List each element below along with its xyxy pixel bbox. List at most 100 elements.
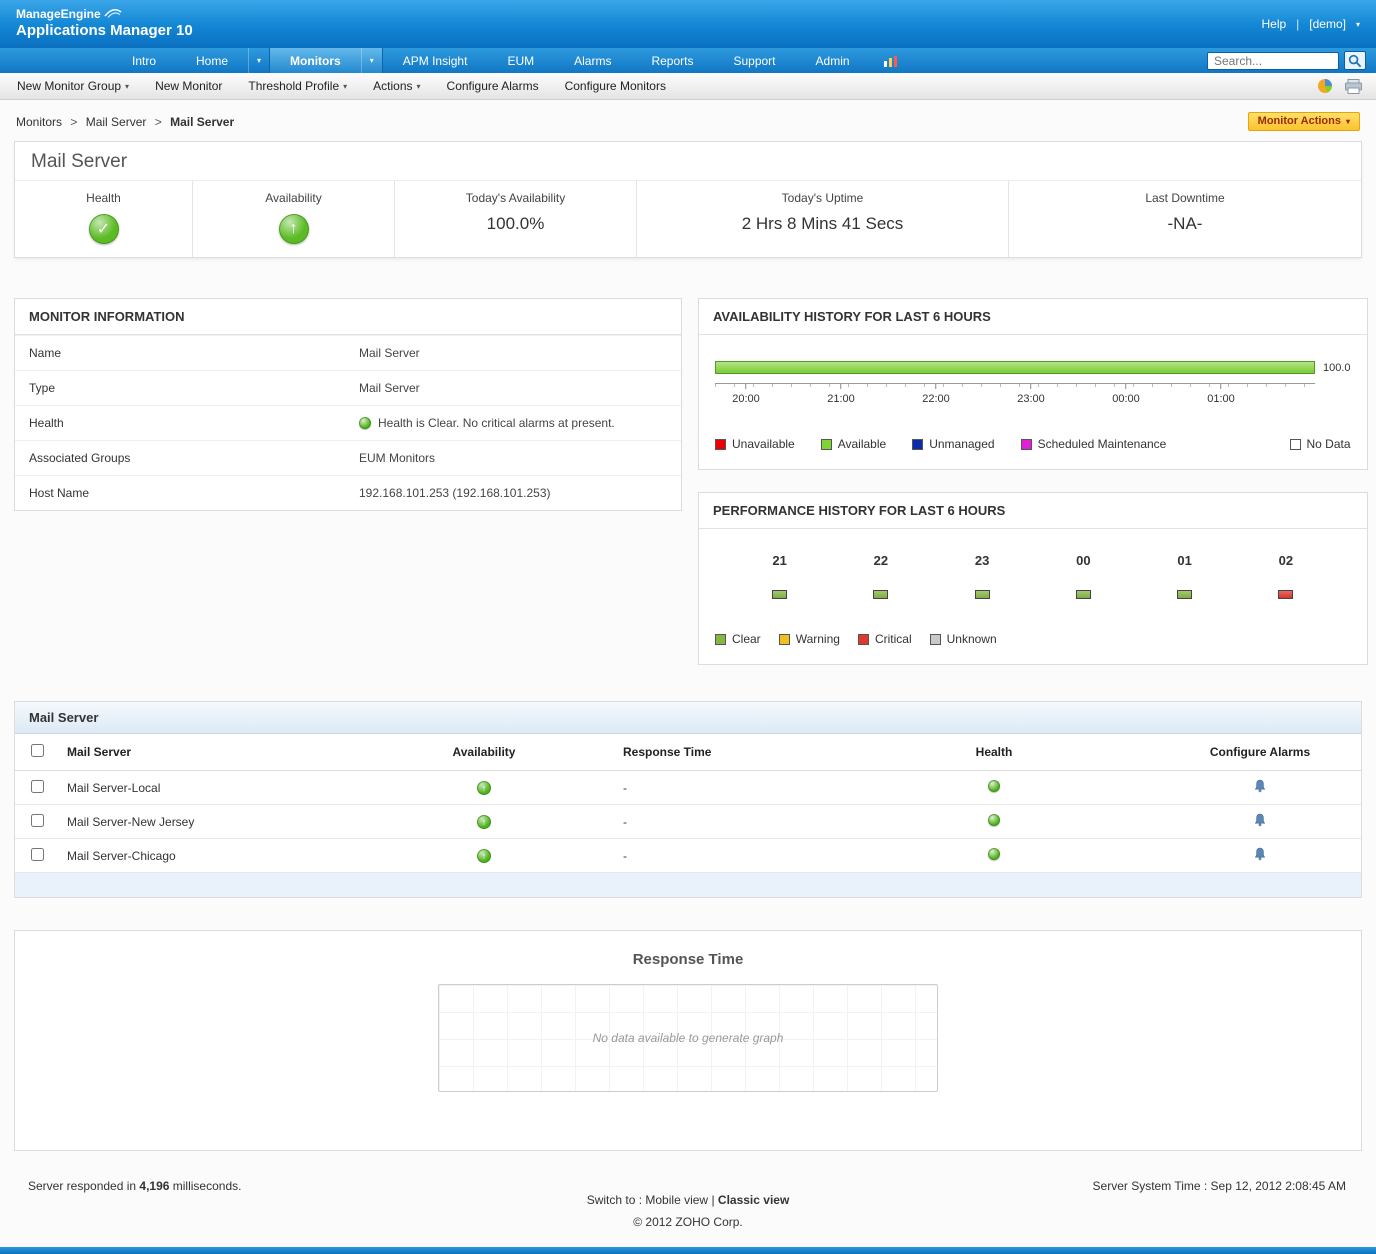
- configure-alarms-menu[interactable]: Configure Alarms: [446, 79, 539, 93]
- legend-critical: Critical: [857, 632, 912, 646]
- header-divider: |: [1296, 17, 1300, 31]
- response-time-value: -: [579, 838, 829, 873]
- user-menu[interactable]: [demo]: [1309, 17, 1346, 31]
- monitor-link[interactable]: Mail Server-Local: [67, 780, 161, 795]
- row-checkbox[interactable]: [30, 847, 44, 861]
- home-chevron-down-icon[interactable]: ▾: [248, 48, 269, 73]
- monitors-chevron-down-icon[interactable]: ▾: [360, 48, 382, 73]
- tab-admin[interactable]: Admin: [815, 53, 850, 68]
- legend-unmanaged: Unmanaged: [912, 437, 995, 451]
- info-row-type: Type Mail Server: [15, 370, 681, 405]
- tab-home[interactable]: Home ▾: [176, 48, 269, 73]
- monitor-summary-panel: Mail Server Health ✓ Availability ↑ Toda…: [14, 141, 1362, 258]
- quick-chart-icon[interactable]: [870, 48, 912, 73]
- help-link[interactable]: Help: [1261, 17, 1287, 31]
- available-swatch-icon: [820, 438, 832, 450]
- col-header-availability: Availability: [389, 734, 579, 771]
- unknown-swatch-icon: [929, 633, 941, 645]
- configure-alarm-icon[interactable]: [1254, 779, 1266, 793]
- mobile-view-link[interactable]: Mobile view: [645, 1193, 709, 1207]
- new-monitor-menu[interactable]: New Monitor: [155, 79, 223, 93]
- configure-alarm-icon[interactable]: [1254, 813, 1266, 827]
- monitor-link[interactable]: Mail Server-New Jersey: [67, 814, 195, 829]
- tab-apm-insight[interactable]: APM Insight: [402, 53, 468, 68]
- table-row: Mail Server-Local ↑ -: [15, 770, 1361, 805]
- main-navigation: Intro Home ▾ Monitors ▾ APM Insight EUM …: [0, 48, 1376, 73]
- pie-chart-icon[interactable]: [1317, 78, 1333, 94]
- table-row: Mail Server-New Jersey ↑ -: [15, 804, 1361, 839]
- tab-monitors[interactable]: Monitors ▾: [269, 48, 383, 73]
- configure-alarm-icon[interactable]: [1254, 847, 1266, 861]
- performance-legend: Clear Warning Critical Unknown: [699, 602, 1367, 664]
- availability-bar-value: 100.0: [1323, 361, 1351, 374]
- actions-menu[interactable]: Actions ▾: [373, 79, 421, 93]
- monitor-actions-button[interactable]: Monitor Actions ▾: [1247, 112, 1360, 131]
- search-input[interactable]: [1207, 51, 1339, 70]
- row-checkbox[interactable]: [30, 779, 44, 793]
- response-time-panel: Response Time No data available to gener…: [14, 930, 1362, 1151]
- legend-warning: Warning: [778, 632, 840, 646]
- new-monitor-group-menu[interactable]: New Monitor Group ▾: [17, 79, 130, 93]
- stat-todays-availability: Today's Availability 100.0%: [395, 181, 637, 257]
- legend-unknown: Unknown: [929, 632, 997, 646]
- clear-swatch-icon: [715, 633, 726, 645]
- stat-availability: Availability ↑: [193, 181, 395, 257]
- perf-status-icon[interactable]: [873, 590, 889, 599]
- threshold-profile-menu[interactable]: Threshold Profile ▾: [248, 79, 348, 93]
- chevron-down-icon: ▾: [416, 81, 421, 91]
- col-header-configure-alarms: Configure Alarms: [1159, 734, 1361, 771]
- search-area: [1207, 48, 1376, 73]
- availability-bar: [715, 361, 1315, 374]
- monitor-information-panel: MONITOR INFORMATION Name Mail Server Typ…: [14, 298, 682, 511]
- availability-history-panel: AVAILABILITY HISTORY FOR LAST 6 HOURS 10…: [698, 298, 1368, 470]
- page-title: Mail Server: [31, 151, 128, 172]
- health-clear-icon: [359, 417, 371, 429]
- perf-status-icon[interactable]: [1278, 590, 1294, 599]
- breadcrumb-monitors[interactable]: Monitors: [16, 114, 63, 129]
- breadcrumb-mail-server[interactable]: Mail Server: [85, 114, 147, 129]
- chevron-down-icon: ▾: [125, 81, 130, 91]
- user-menu-chevron-down-icon[interactable]: ▾: [1355, 19, 1360, 29]
- response-milliseconds: 4,196: [139, 1179, 170, 1193]
- last-downtime-value: -NA-: [1167, 214, 1203, 233]
- performance-history-panel: PERFORMANCE HISTORY FOR LAST 6 HOURS 21 …: [698, 492, 1368, 665]
- view-switcher: Switch to : Mobile view | Classic view: [586, 1193, 790, 1207]
- legend-unavailable: Unavailable: [715, 437, 795, 451]
- perf-status-icon[interactable]: [772, 590, 788, 599]
- printer-icon[interactable]: [1345, 78, 1362, 94]
- monitor-link[interactable]: Mail Server-Chicago: [67, 848, 176, 863]
- classic-view-link[interactable]: Classic view: [717, 1193, 790, 1207]
- tab-alarms[interactable]: Alarms: [574, 53, 612, 68]
- todays-availability-value: 100.0%: [486, 214, 545, 233]
- performance-history-title: PERFORMANCE HISTORY FOR LAST 6 HOURS: [699, 493, 1367, 529]
- availability-chart: 100.0 20:00 21:00 22:00 23:00 00:00 01:0…: [699, 335, 1367, 421]
- perf-status-icon[interactable]: [1075, 590, 1091, 599]
- legend-clear: Clear: [715, 632, 761, 646]
- unmanaged-swatch-icon: [912, 438, 924, 450]
- top-header-bar: ManageEngine Applications Manager 10 Hel…: [0, 0, 1376, 48]
- legend-no-data: No Data: [1289, 437, 1351, 451]
- perf-status-icon[interactable]: [974, 590, 990, 599]
- col-header-name: Mail Server: [59, 734, 389, 771]
- configure-monitors-menu[interactable]: Configure Monitors: [564, 79, 666, 93]
- no-data-message: No data available to generate graph: [592, 1031, 784, 1045]
- response-time-value: -: [579, 770, 829, 805]
- mail-server-table-panel: Mail Server Mail Server Availability Res…: [14, 701, 1362, 898]
- copyright: © 2012 ZOHO Corp.: [633, 1215, 743, 1229]
- availability-up-icon: ↑: [477, 849, 491, 863]
- select-all-checkbox[interactable]: [30, 744, 44, 757]
- app-title: Applications Manager 10: [16, 22, 193, 40]
- stat-health: Health ✓: [15, 181, 193, 257]
- performance-status-row: [699, 568, 1367, 602]
- tab-intro[interactable]: Intro: [132, 53, 157, 68]
- tab-support[interactable]: Support: [733, 53, 776, 68]
- row-checkbox[interactable]: [30, 813, 44, 827]
- server-response-info: Server responded in 4,196 milliseconds.: [28, 1179, 242, 1193]
- availability-up-icon: ↑: [477, 815, 491, 829]
- col-header-response-time: Response Time: [579, 734, 829, 771]
- tab-reports[interactable]: Reports: [651, 53, 694, 68]
- chevron-down-icon: ▾: [343, 81, 348, 91]
- tab-eum[interactable]: EUM: [507, 53, 535, 68]
- perf-status-icon[interactable]: [1177, 590, 1193, 599]
- search-icon[interactable]: [1344, 51, 1366, 70]
